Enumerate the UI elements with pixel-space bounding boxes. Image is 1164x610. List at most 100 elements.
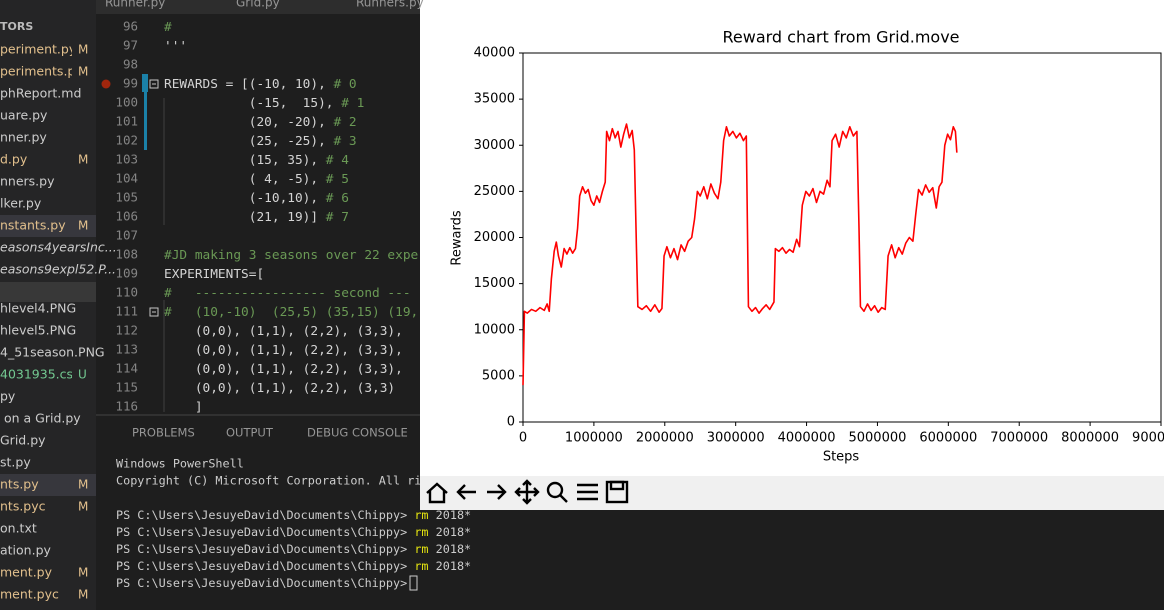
prompt: PS C:\Users\JesuyeDavid\Documents\Chippy… (116, 542, 407, 556)
line-number: 109 (115, 266, 138, 281)
code: ] (164, 400, 203, 415)
line-number: 103 (115, 152, 138, 167)
file-name[interactable]: nts.pyc (0, 499, 46, 514)
git-status: M (78, 478, 88, 492)
line-number: 105 (115, 190, 138, 205)
tab-bar (96, 0, 420, 14)
x-tick-label: 9000000 (1132, 431, 1164, 446)
file-name[interactable]: on.txt (0, 521, 37, 536)
file-name[interactable]: nners.py (0, 174, 55, 189)
comment: # 3 (334, 134, 357, 149)
editor-tab[interactable]: Grid.py (236, 0, 280, 10)
comment: # 4 (326, 153, 349, 168)
command-space (407, 559, 414, 573)
y-tick-label: 40000 (474, 46, 515, 61)
code-line: (20, -20), # 2 (164, 115, 357, 130)
file-name[interactable]: nstants.py (0, 218, 66, 233)
file-name[interactable]: Grid.py (0, 433, 46, 448)
file-name[interactable]: easons4yearsInc... (0, 240, 117, 255)
file-name[interactable]: easons9expl52.P... (0, 262, 116, 277)
code-line: (0,0), (1,1), (2,2), (3,3), (164, 324, 403, 339)
panel-tab[interactable]: PROBLEMS (132, 426, 195, 440)
badge-bg (72, 496, 96, 518)
file-name[interactable]: phReport.md (0, 86, 81, 101)
comment: # 5 (326, 172, 349, 187)
file-name[interactable]: py (0, 389, 16, 404)
y-tick-label: 5000 (482, 368, 515, 383)
git-status: U (78, 368, 87, 382)
line-number: 107 (115, 228, 138, 243)
y-tick-label: 25000 (474, 184, 515, 199)
file-name[interactable]: periments.p.. (0, 64, 83, 79)
forward-button[interactable] (487, 484, 507, 500)
home-button[interactable] (426, 482, 448, 504)
terminal-line: PS C:\Users\JesuyeDavid\Documents\Chippy… (116, 508, 471, 522)
line-number: 116 (115, 399, 138, 414)
toolbar (420, 476, 1164, 510)
x-tick-label: 2000000 (636, 431, 694, 446)
fold-icon (149, 79, 159, 89)
editor: 96 #97 ''' 98 99 REWARDS = [(-10, 10), # 0 100… (115, 19, 426, 415)
file-name[interactable]: st.py (0, 455, 31, 470)
zoom-button[interactable] (546, 481, 564, 499)
file-name[interactable]: 4031935.csv (0, 367, 81, 382)
code-line: ] (164, 400, 203, 415)
x-tick-label: 5000000 (848, 431, 906, 446)
pan-button[interactable] (514, 479, 540, 505)
code-line: (15, 35), # 4 (164, 153, 349, 168)
save-button-label (609, 480, 625, 491)
file-name[interactable]: nner.py (0, 130, 47, 145)
y-tick-label: 0 (507, 415, 515, 430)
breakpoint (101, 79, 111, 89)
line-number: 110 (115, 285, 138, 300)
file-name[interactable]: ment.py (0, 565, 53, 580)
git-status: M (78, 65, 88, 79)
x-tick-label: 7000000 (990, 431, 1048, 446)
fold-icon (149, 307, 159, 317)
file-name[interactable]: hlevel5.PNG (0, 323, 76, 338)
y-tick-label: 10000 (474, 322, 515, 337)
command: rm (414, 559, 428, 573)
file-name[interactable]: on a Grid.py (0, 411, 81, 426)
file-name[interactable]: lker.py (0, 196, 42, 211)
file-name[interactable]: uare.py (0, 108, 48, 123)
line-number: 108 (115, 247, 138, 262)
line-number: 104 (115, 171, 138, 186)
x-tick-label: 6000000 (919, 431, 977, 446)
configure-button[interactable] (577, 483, 598, 501)
plot-area (522, 52, 1162, 423)
line-number: 102 (115, 133, 138, 148)
prompt: PS C:\Users\JesuyeDavid\Documents\Chippy… (116, 559, 407, 573)
y-tick-label: 15000 (474, 276, 515, 291)
file-name[interactable]: d.py (0, 152, 28, 167)
git-status: M (78, 219, 88, 233)
cursor (409, 575, 418, 591)
git-status: M (78, 588, 88, 602)
file-name[interactable]: ation.py (0, 543, 52, 558)
code: (-10,10), (164, 191, 326, 206)
git-status: M (78, 153, 88, 167)
y-tick-label: 30000 (474, 138, 515, 153)
x-tick-label: 0 (519, 431, 527, 446)
file-name[interactable]: nts.py (0, 477, 39, 492)
back-button[interactable] (456, 484, 476, 500)
prompt: PS C:\Users\JesuyeDavid\Documents\Chippy… (116, 576, 407, 590)
editor-tab[interactable]: Runner.py (105, 0, 165, 10)
editor-tab[interactable]: Runners.py (356, 0, 424, 10)
code-line: ''' (164, 39, 187, 54)
code-line: EXPERIMENTS=[ (164, 267, 264, 282)
panel-tab[interactable]: DEBUG CONSOLE (307, 426, 408, 440)
file-name[interactable]: hlevel4.PNG (0, 301, 76, 316)
change-marker (142, 74, 148, 92)
panel-tab[interactable]: OUTPUT (226, 426, 274, 440)
file-name[interactable]: 4_51season.PNG (0, 345, 105, 360)
file-name[interactable]: periment.py (0, 42, 77, 57)
code-line: (0,0), (1,1), (2,2), (3,3), (164, 343, 403, 358)
y-axis-label: Rewards (450, 210, 465, 265)
comment: # 7 (326, 210, 349, 225)
file-name[interactable]: ment.pyc (0, 587, 59, 602)
x-axis-label: Steps (823, 450, 860, 465)
toolbar-icons[interactable] (426, 479, 629, 505)
